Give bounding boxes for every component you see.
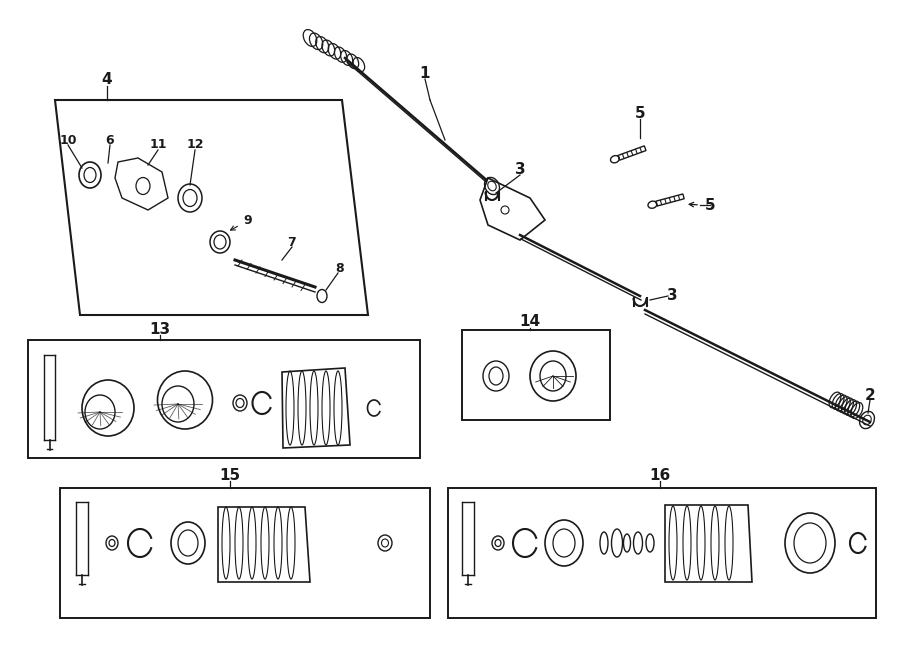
Text: 11: 11 [149, 139, 166, 151]
Text: 3: 3 [667, 288, 678, 303]
Polygon shape [665, 505, 752, 582]
Bar [462, 330, 610, 420]
Text: 3: 3 [515, 163, 526, 178]
Text: 10: 10 [59, 134, 76, 147]
Polygon shape [218, 507, 310, 582]
Bar [60, 488, 430, 618]
Bar [448, 488, 876, 618]
Polygon shape [656, 194, 684, 206]
Polygon shape [55, 100, 368, 315]
Polygon shape [282, 368, 350, 448]
Text: 2: 2 [865, 387, 876, 403]
Text: 9: 9 [244, 214, 252, 227]
Text: 15: 15 [220, 467, 240, 483]
Text: 8: 8 [336, 262, 345, 274]
Text: 6: 6 [105, 134, 114, 147]
Polygon shape [115, 158, 168, 210]
Polygon shape [618, 146, 646, 160]
Text: 7: 7 [288, 235, 296, 249]
Text: 12: 12 [186, 139, 203, 151]
Text: 16: 16 [650, 467, 670, 483]
Bar [28, 340, 420, 458]
Text: 13: 13 [149, 323, 171, 338]
Text: 1: 1 [419, 65, 430, 81]
Text: 14: 14 [519, 315, 541, 329]
Text: 5: 5 [705, 198, 716, 212]
Text: 4: 4 [102, 73, 112, 87]
Text: 5: 5 [634, 106, 645, 120]
Polygon shape [480, 178, 545, 240]
